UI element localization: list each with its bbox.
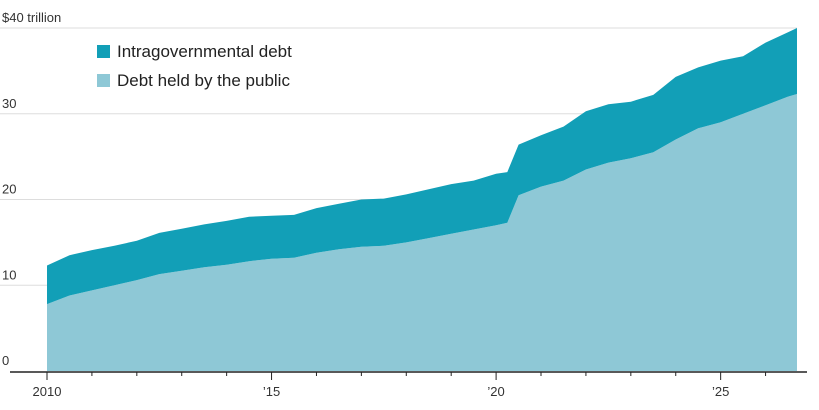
x-tick-label: ’15 bbox=[263, 384, 280, 399]
x-tick-labels: 2010 ’15 ’20 ’25 bbox=[33, 384, 730, 399]
y-tick-label: $40 trillion bbox=[2, 10, 61, 25]
legend-label: Debt held by the public bbox=[117, 71, 290, 90]
x-tick-label: 2010 bbox=[33, 384, 62, 399]
x-tick-label: ’20 bbox=[487, 384, 504, 399]
x-tick-label: ’25 bbox=[712, 384, 729, 399]
axes bbox=[10, 371, 807, 380]
legend-swatch bbox=[97, 45, 110, 58]
legend-label: Intragovernmental debt bbox=[117, 42, 292, 61]
area-series-debt-held-by-the-public bbox=[47, 94, 797, 371]
area-series-layer bbox=[47, 28, 797, 371]
y-tick-label: 30 bbox=[2, 96, 16, 111]
y-tick-label: 0 bbox=[2, 353, 9, 368]
y-tick-label: 10 bbox=[2, 267, 16, 282]
y-tick-label: 20 bbox=[2, 182, 16, 197]
legend-swatch bbox=[97, 74, 110, 87]
legend: Intragovernmental debt Debt held by the p… bbox=[97, 42, 292, 90]
y-tick-labels: 0 10 20 30 $40 trillion bbox=[2, 10, 61, 368]
area-series-intragovernmental-debt bbox=[47, 28, 797, 305]
